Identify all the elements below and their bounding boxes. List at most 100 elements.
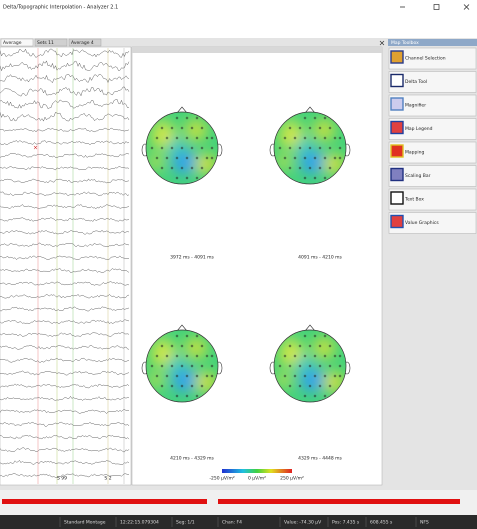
tab[interactable]: [68, 38, 102, 47]
electrode: [323, 374, 327, 378]
toolbox-item[interactable]: [388, 212, 477, 234]
toolbox-item[interactable]: [388, 94, 477, 117]
electrode: [205, 136, 209, 140]
toolbox-icon: [390, 73, 404, 88]
eeg-trace: [0, 460, 130, 465]
electrode: [338, 364, 342, 368]
electrode: [333, 136, 337, 140]
toolbox-item[interactable]: [388, 47, 477, 70]
electrode: [283, 374, 287, 378]
electrode: [338, 156, 342, 160]
toolbox-label: Map Legend: [405, 126, 433, 132]
electrode: [318, 384, 322, 388]
eeg-trace: [0, 111, 130, 122]
electrode: [200, 364, 204, 368]
close-panel-button[interactable]: [379, 40, 385, 46]
toolbox-item[interactable]: [388, 165, 477, 187]
status-field: Standard Montage: [64, 520, 106, 526]
electrode: [293, 354, 297, 358]
electrode: [195, 374, 199, 378]
electrode: [190, 166, 194, 170]
eeg-trace: [0, 48, 130, 58]
eeg-trace: [0, 255, 130, 261]
toolbox-item[interactable]: [388, 141, 477, 164]
status-field: 12:22:15.079304: [120, 520, 159, 526]
electrode: [175, 136, 179, 140]
electrode: [323, 156, 327, 160]
eeg-trace: [0, 204, 130, 210]
electrode: [170, 166, 174, 170]
eeg-trace: [0, 166, 130, 171]
status-field: Seg: 1/1: [176, 520, 195, 526]
electrode: [180, 384, 184, 388]
tab[interactable]: [0, 38, 34, 47]
electrode: [185, 394, 189, 398]
eeg-trace: [0, 383, 130, 389]
electrode: [195, 116, 199, 120]
electrode: [185, 136, 189, 140]
electrode: [313, 176, 317, 180]
electrode: [200, 344, 204, 348]
electrode: [195, 354, 199, 358]
toolbox-item[interactable]: [388, 188, 477, 211]
maximize-button[interactable]: [433, 4, 440, 10]
electrode: [288, 384, 292, 388]
electrode: [298, 384, 302, 388]
electrode: [278, 146, 282, 150]
status-field: 608.455 s: [370, 520, 393, 526]
eeg-trace: [0, 319, 130, 325]
electrode: [288, 344, 292, 348]
toolbox-item[interactable]: [388, 71, 477, 93]
electrode: [303, 334, 307, 338]
eeg-trace: [0, 153, 130, 158]
electrode: [308, 166, 312, 170]
eeg-trace: [0, 140, 130, 146]
electrode: [190, 126, 194, 130]
electrode: [303, 394, 307, 398]
electrode: [160, 384, 164, 388]
toolbox-label: Value Graphics: [405, 220, 439, 226]
eeg-trace: [0, 434, 130, 440]
eeg-panel: [0, 46, 132, 486]
electrode: [170, 364, 174, 368]
close-button[interactable]: [463, 4, 470, 10]
electrode: [160, 126, 164, 130]
toolbox-item[interactable]: [388, 118, 477, 140]
electrode: [313, 334, 317, 338]
electrode: [210, 374, 214, 378]
electrode: [155, 136, 159, 140]
electrode: [210, 354, 214, 358]
electrode: [293, 374, 297, 378]
electrode: [190, 364, 194, 368]
electrode: [313, 136, 317, 140]
electrode: [328, 166, 332, 170]
electrode: [313, 354, 317, 358]
electrode: [185, 354, 189, 358]
eeg-trace: [0, 74, 130, 84]
electrode: [175, 394, 179, 398]
electrode: [170, 126, 174, 130]
electrode: [185, 176, 189, 180]
electrode: [298, 166, 302, 170]
electrode: [195, 394, 199, 398]
eeg-trace: [0, 396, 130, 401]
timeline-bar-left: [2, 499, 207, 504]
electrode: [175, 354, 179, 358]
electrode: [175, 334, 179, 338]
marker-label: S 99: [57, 476, 67, 482]
electrode: [328, 344, 332, 348]
tab[interactable]: [34, 38, 68, 47]
map-panel: [131, 46, 383, 486]
toolbox-title: Map Toolbox: [391, 40, 419, 46]
electrode: [185, 374, 189, 378]
electrode: [165, 374, 169, 378]
eeg-trace: [0, 127, 130, 133]
electrode: [195, 334, 199, 338]
electrode: [338, 136, 342, 140]
electrode: [313, 116, 317, 120]
electrode: [323, 116, 327, 120]
electrode: [170, 146, 174, 150]
electrode: [190, 146, 194, 150]
eeg-trace: [0, 447, 130, 453]
